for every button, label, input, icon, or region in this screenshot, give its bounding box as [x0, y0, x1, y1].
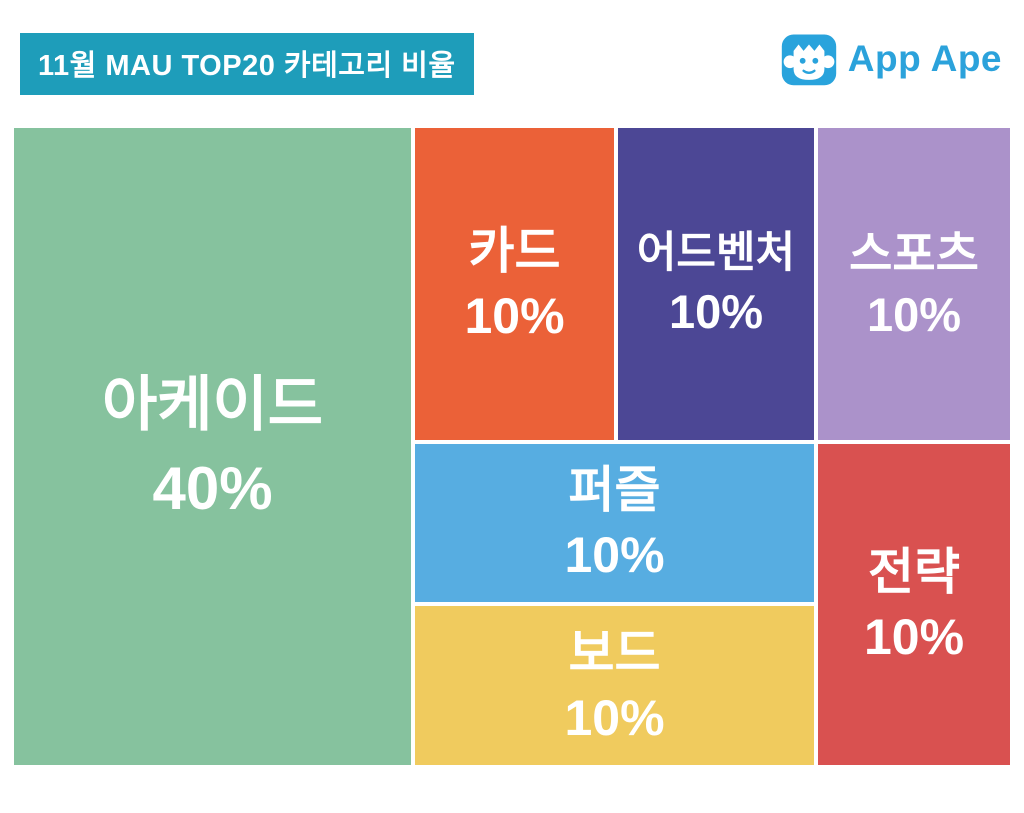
treemap-tile-card: 카드 10% — [415, 128, 614, 440]
tile-label: 보드 — [568, 624, 661, 681]
tile-label: 퍼즐 — [568, 462, 661, 518]
app-ape-logo: App Ape — [780, 30, 1002, 88]
page-title: 11월 MAU TOP20 카테고리 비율 — [20, 33, 474, 95]
tile-label: 어드벤처 — [636, 228, 796, 277]
tile-percent: 10% — [464, 288, 565, 344]
treemap-chart: 아케이드 40% 카드 10% 어드벤처 10% 스포츠 10% 퍼즐 10% … — [14, 128, 1010, 765]
app-ape-monkey-icon — [781, 34, 836, 86]
treemap-tile-strategy: 전략 10% — [818, 444, 1010, 765]
tile-percent: 10% — [863, 608, 965, 665]
treemap-tile-arcade: 아케이드 40% — [14, 128, 411, 765]
tile-percent: 10% — [564, 689, 665, 746]
treemap-tile-board: 보드 10% — [415, 606, 814, 765]
tile-label: 전략 — [868, 543, 960, 600]
tile-label: 스포츠 — [849, 226, 979, 280]
tile-percent: 10% — [668, 285, 764, 339]
treemap-tile-adventure: 어드벤처 10% — [618, 128, 814, 440]
tile-label: 아케이드 — [102, 370, 323, 438]
tile-label: 카드 — [468, 223, 561, 279]
app-ape-logo-text: App Ape — [847, 38, 1002, 79]
tile-percent: 40% — [152, 454, 273, 522]
treemap-tile-sports: 스포츠 10% — [818, 128, 1010, 440]
tile-percent: 10% — [564, 527, 665, 583]
treemap-tile-puzzle: 퍼즐 10% — [415, 444, 814, 602]
tile-percent: 10% — [866, 288, 962, 341]
